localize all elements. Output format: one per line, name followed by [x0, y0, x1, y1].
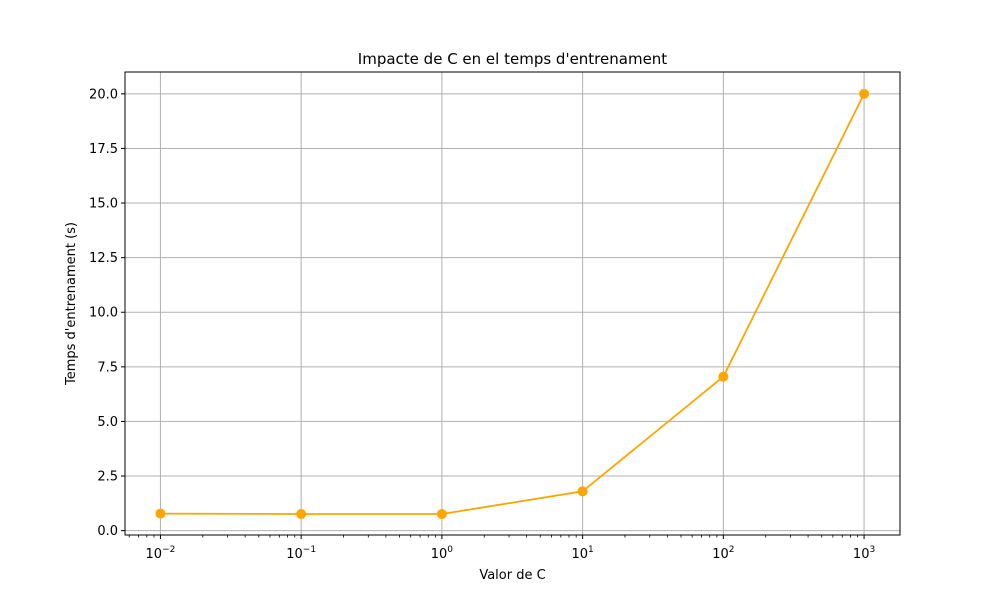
chart-title: Impacte de C en el temps d'entrenament — [358, 50, 668, 68]
x-tick-label: 102 — [712, 545, 734, 562]
y-tick-label: 0.0 — [97, 524, 118, 539]
y-tick-label: 17.5 — [89, 142, 118, 157]
data-point — [718, 371, 729, 382]
y-tick-label: 20.0 — [89, 87, 118, 102]
y-tick-label: 7.5 — [97, 360, 118, 375]
x-tick-label: 100 — [431, 545, 454, 562]
y-tick-label: 12.5 — [89, 251, 118, 266]
data-point — [577, 486, 588, 497]
data-point — [436, 509, 447, 520]
y-tick-label: 5.0 — [97, 415, 118, 430]
grid — [125, 72, 900, 535]
y-axis-label: Temps d'entrenament (s) — [64, 222, 79, 386]
x-tick-label: 103 — [853, 545, 875, 562]
y-tick-label: 2.5 — [97, 470, 118, 485]
y-axis-ticks: 0.0 2.5 5.0 7.5 10.0 12.5 15.0 17.5 20.0 — [89, 87, 125, 539]
plot-frame — [124, 71, 901, 536]
x-tick-label: 101 — [571, 545, 593, 562]
series-line — [160, 93, 865, 515]
series-layer — [155, 88, 870, 520]
x-axis-label: Valor de C — [479, 568, 545, 583]
x-axis-ticks: 10−2 10−1 100 101 102 103 — [128, 535, 875, 562]
y-tick-label: 15.0 — [89, 197, 118, 212]
x-tick-label: 10−1 — [286, 545, 316, 562]
data-point — [155, 508, 166, 519]
data-point — [859, 88, 870, 99]
x-tick-label: 10−2 — [146, 545, 176, 562]
y-tick-label: 10.0 — [89, 306, 118, 321]
data-point — [296, 509, 307, 520]
